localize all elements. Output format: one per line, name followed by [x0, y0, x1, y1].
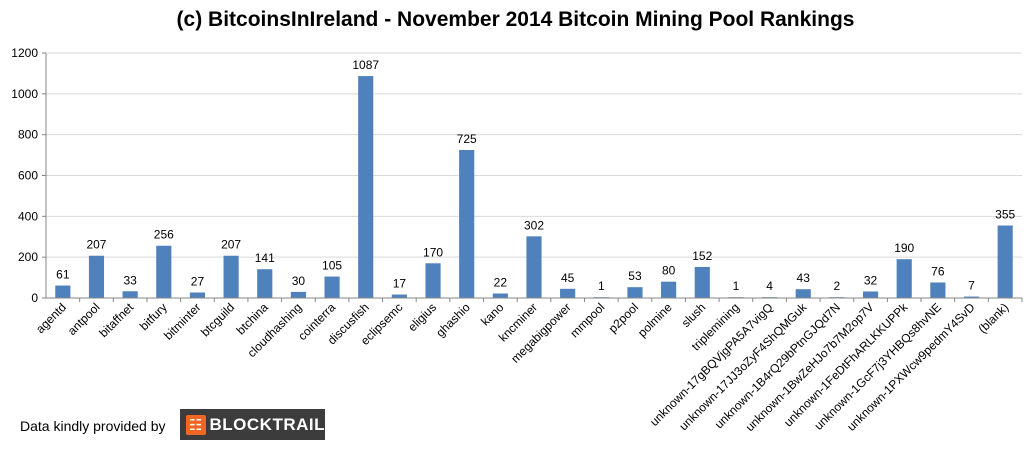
data-labels: 6120733256272071413010510871717072522302…	[56, 58, 1015, 293]
data-label: 302	[524, 218, 544, 232]
bar	[391, 294, 407, 298]
data-label: 1087	[352, 58, 379, 72]
x-tick-label: megabigpower	[508, 300, 574, 366]
data-label: 80	[662, 264, 676, 278]
data-label: 76	[931, 264, 945, 278]
blocktrail-logo: ☷ BLOCKTRAIL	[180, 409, 325, 440]
data-label: 53	[628, 269, 642, 283]
data-label: 1	[733, 279, 740, 293]
logo-text: BLOCKTRAIL	[209, 414, 325, 434]
bar	[795, 289, 811, 298]
x-tick-label: antpool	[65, 300, 103, 338]
data-label: 30	[292, 274, 306, 288]
data-label: 61	[56, 268, 70, 282]
x-tick-label: slush	[679, 300, 709, 330]
bar	[122, 291, 138, 298]
data-label: 725	[457, 132, 477, 146]
data-label: 170	[423, 245, 443, 259]
x-tick-label: kano	[478, 300, 507, 329]
data-label: 4	[766, 279, 773, 293]
bars	[55, 76, 1013, 298]
x-tick-label: bitminter	[161, 300, 203, 342]
bar	[88, 255, 105, 298]
blocktrail-logo-icon: ☷	[186, 414, 206, 435]
data-label: 141	[255, 251, 275, 265]
y-tick-label: 1000	[11, 87, 38, 101]
bar	[896, 259, 912, 298]
data-label: 43	[797, 271, 811, 285]
bar	[223, 255, 239, 298]
data-label: 256	[154, 228, 174, 242]
x-tick-label: bitaffnet	[96, 300, 136, 340]
x-tick-label: btcguild	[198, 300, 237, 339]
y-tick-label: 400	[18, 209, 38, 223]
bar	[358, 76, 374, 298]
y-tick-label: 200	[18, 250, 38, 264]
x-tick-label: ghashio	[433, 300, 473, 340]
y-tick-label: 0	[31, 291, 38, 305]
bar	[560, 288, 576, 298]
y-axis: 0 200 400 600 800 1000 1200	[11, 46, 47, 305]
bar	[492, 293, 508, 298]
y-tick-label: 1200	[11, 46, 38, 60]
data-label: 207	[86, 238, 106, 252]
x-tick-label: (blank)	[975, 300, 1011, 336]
bar	[694, 266, 710, 298]
bar	[997, 225, 1013, 298]
data-label: 152	[692, 249, 712, 263]
data-label: 105	[322, 259, 342, 273]
data-label: 22	[494, 276, 508, 290]
y-tick-label: 600	[18, 169, 38, 183]
data-label: 27	[191, 274, 205, 288]
data-label: 355	[995, 208, 1015, 222]
data-label: 1	[598, 279, 605, 293]
data-label: 45	[561, 271, 575, 285]
bar	[459, 149, 475, 298]
data-label: 7	[968, 279, 975, 293]
x-tick-label: unknown-1FeDtFhARLKKUPPk	[781, 300, 911, 430]
x-tick-label: polmine	[635, 300, 675, 340]
bar	[963, 296, 980, 298]
bar	[257, 269, 273, 298]
credit-text: Data kindly provided by	[20, 418, 166, 434]
data-label: 190	[894, 241, 914, 255]
x-tick-label: agentd	[33, 300, 69, 336]
chart-title: (c) BitcoinsInIreland - November 2014 Bi…	[176, 8, 855, 31]
bar	[189, 292, 206, 298]
y-tick-label: 800	[18, 128, 38, 142]
bar	[156, 245, 172, 298]
data-label: 207	[221, 238, 241, 252]
data-label: 33	[123, 273, 137, 287]
bar	[290, 291, 306, 298]
bar	[930, 282, 946, 298]
bar	[55, 285, 71, 298]
data-label: 32	[864, 273, 878, 287]
x-tick-label: mmpool	[567, 300, 607, 340]
data-label: 2	[834, 279, 841, 293]
bar	[862, 291, 879, 298]
bar	[324, 276, 340, 298]
bar	[425, 263, 441, 298]
bar	[661, 281, 677, 298]
bar	[627, 287, 643, 298]
data-label: 17	[393, 277, 407, 291]
bar	[526, 236, 542, 298]
